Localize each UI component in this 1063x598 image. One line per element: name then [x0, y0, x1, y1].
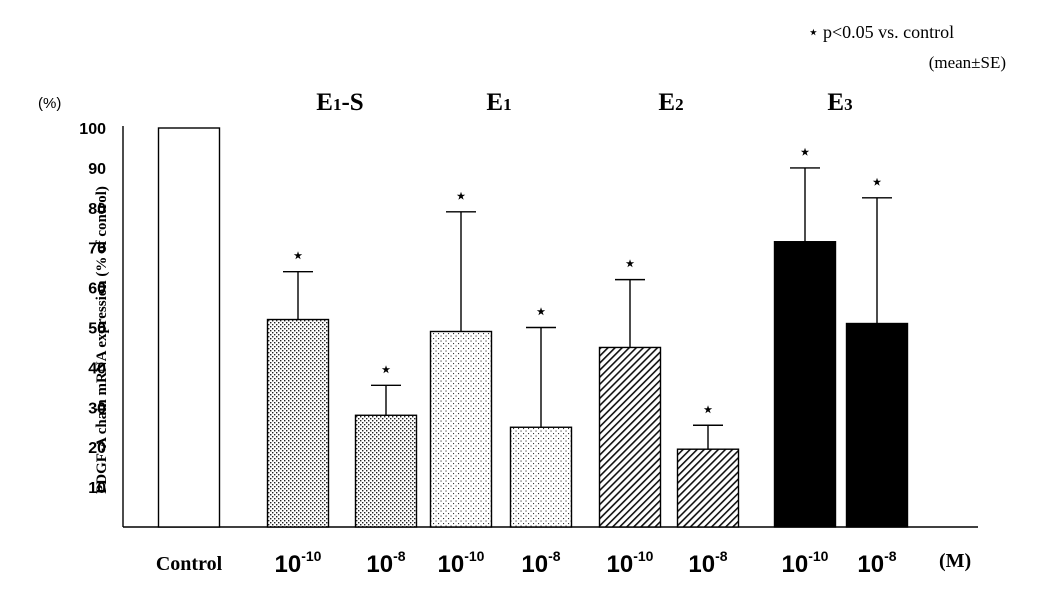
x-tick-label: 10-10	[438, 548, 485, 578]
y-tick-label: 20	[88, 440, 106, 457]
significance-star: ⋆	[701, 396, 715, 421]
group-label: E3	[827, 89, 852, 116]
y-tick-label: 100	[79, 121, 106, 138]
bar	[598, 346, 662, 528]
significance-star: ⋆	[454, 183, 468, 208]
bar-group: E1-S ⋆ 10-10 ⋆ 10-8	[266, 89, 418, 578]
x-tick-label: 10-8	[366, 548, 405, 578]
x-tick-label: Control	[156, 553, 223, 575]
stat-note: (mean±SE)	[929, 53, 1006, 72]
x-tick-label: 10-10	[782, 548, 829, 578]
bar	[157, 127, 221, 528]
bar	[773, 241, 837, 528]
bar	[354, 414, 418, 528]
bar	[509, 426, 573, 528]
significance-star: ⋆	[379, 356, 393, 381]
bar	[266, 318, 330, 528]
bar	[845, 322, 909, 528]
bar-group: E1 ⋆ 10-10 ⋆ 10-8	[429, 89, 573, 578]
y-tick-label: 30	[88, 400, 106, 417]
bar	[429, 330, 493, 528]
x-tick-label: 10-8	[521, 548, 560, 578]
y-tick-label: 50	[88, 321, 106, 338]
group-label: E2	[658, 89, 683, 116]
x-tick-label: 10-10	[607, 548, 654, 578]
bar-group: E3 ⋆ 10-10 ⋆ 10-8	[773, 89, 909, 578]
y-tick-label: 60	[88, 281, 106, 298]
group-label: E1-S	[316, 89, 363, 116]
x-unit-label: (M)	[939, 550, 971, 572]
y-tick-label: 80	[88, 201, 106, 218]
bar-group: Control	[156, 127, 223, 575]
significance-note: p<0.05 vs. control	[823, 22, 954, 42]
significance-star: ⋆	[623, 251, 637, 276]
significance-star: ⋆	[798, 139, 812, 164]
y-tick-label: 10	[88, 480, 106, 497]
group-label: E1	[486, 89, 511, 116]
x-tick-label: 10-10	[275, 548, 322, 578]
significance-star: ⋆	[534, 299, 548, 324]
significance-star: ⋆	[291, 243, 305, 268]
y-tick-label: 90	[88, 161, 106, 178]
y-tick-label: 70	[88, 241, 106, 258]
significance-marker: ⋆	[808, 22, 819, 42]
bar	[676, 448, 740, 528]
y-unit-label: (%)	[38, 95, 61, 112]
y-tick-label: 40	[88, 360, 106, 377]
x-tick-label: 10-8	[857, 548, 896, 578]
bar-group: E2 ⋆ 10-10 ⋆ 10-8	[598, 89, 740, 578]
x-tick-label: 10-8	[688, 548, 727, 578]
y-axis-title: PDGF-A chain mRNA expression (% of contr…	[94, 186, 110, 494]
significance-star: ⋆	[870, 169, 884, 194]
